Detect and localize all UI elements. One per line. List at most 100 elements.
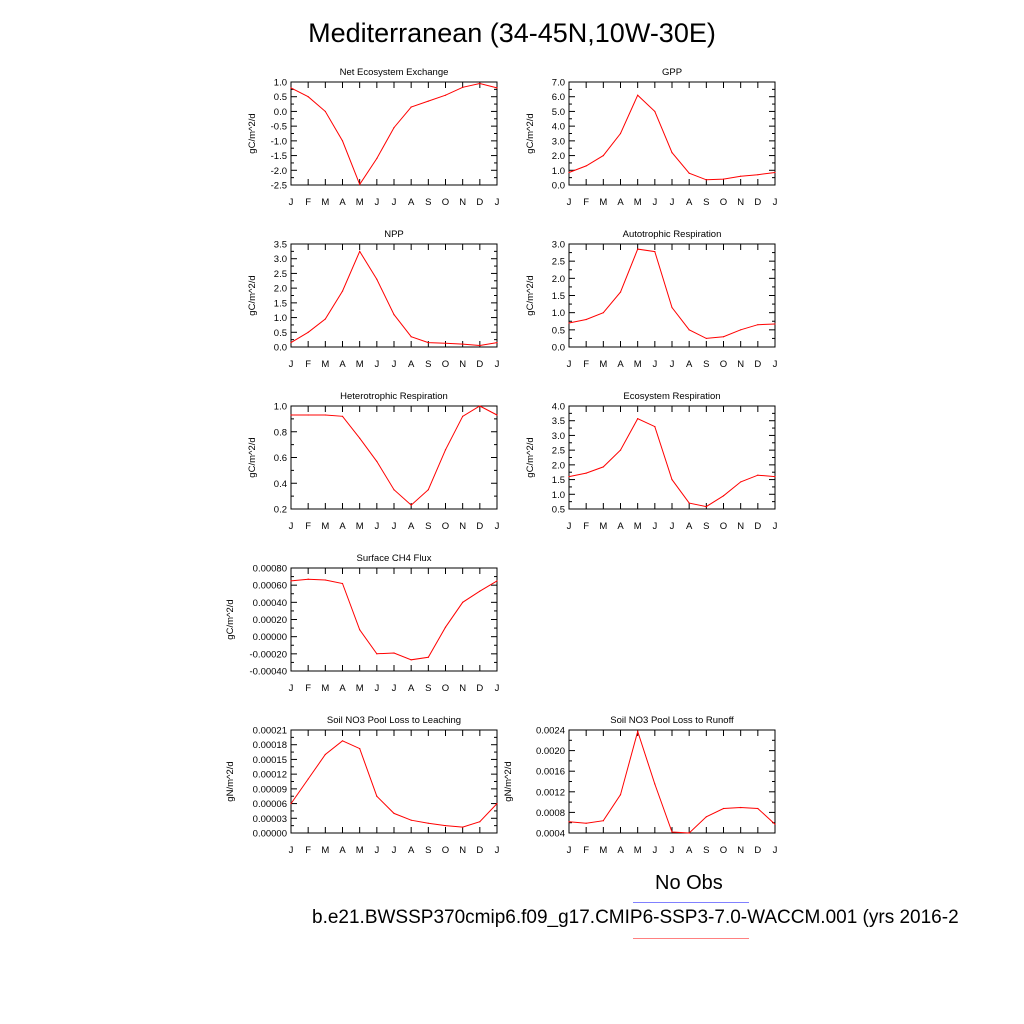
x-tick-label: M bbox=[634, 197, 642, 208]
x-tick-label: A bbox=[408, 845, 415, 856]
y-tick-label: 4.0 bbox=[552, 122, 565, 133]
data-point bbox=[496, 414, 498, 416]
x-tick-label: M bbox=[356, 683, 364, 694]
data-point bbox=[602, 820, 604, 822]
y-tick-label: 3.0 bbox=[274, 254, 287, 265]
data-point bbox=[427, 822, 429, 824]
data-point bbox=[307, 578, 309, 580]
y-tick-label: 2.5 bbox=[552, 446, 565, 457]
data-point bbox=[740, 806, 742, 809]
y-tick-label: 0.0012 bbox=[536, 787, 565, 798]
legend-label-case: b.e21.BWSSP370cmip6.f09_g17.CMIP6-SSP3-7… bbox=[312, 907, 959, 928]
x-tick-label: O bbox=[720, 359, 727, 370]
data-point bbox=[376, 460, 378, 462]
data-point bbox=[341, 582, 344, 585]
x-tick-label: A bbox=[686, 359, 693, 370]
chart-panel: Net Ecosystem Exchange gC/m^2/d 1.0 0.5 0.0 -… bbox=[247, 67, 500, 208]
data-point bbox=[410, 819, 412, 821]
x-tick-label: J bbox=[567, 359, 572, 370]
x-tick-label: J bbox=[289, 683, 294, 694]
x-tick-label: A bbox=[339, 521, 346, 532]
x-tick-label: D bbox=[476, 845, 483, 856]
data-point bbox=[568, 476, 570, 478]
data-point bbox=[705, 337, 707, 340]
data-point bbox=[427, 489, 429, 491]
y-tick-label: 0.0004 bbox=[536, 829, 565, 840]
data-point bbox=[671, 831, 673, 833]
x-tick-label: M bbox=[356, 197, 364, 208]
x-tick-label: O bbox=[720, 197, 727, 208]
chart-panel: Heterotrophic Respiration gC/m^2/d 1.0 0.8 0… bbox=[247, 391, 500, 532]
chart-title: Surface CH4 Flux bbox=[357, 553, 432, 564]
data-point bbox=[341, 740, 344, 742]
y-tick-label: 0.5 bbox=[274, 328, 287, 339]
x-tick-label: S bbox=[425, 845, 431, 856]
data-point bbox=[290, 414, 292, 416]
x-tick-label: A bbox=[686, 845, 693, 856]
chart-title: Net Ecosystem Exchange bbox=[340, 67, 449, 78]
data-point bbox=[376, 278, 378, 280]
data-point bbox=[671, 152, 673, 154]
x-tick-label: M bbox=[356, 521, 364, 532]
data-point bbox=[496, 580, 498, 582]
x-tick-label: A bbox=[617, 197, 624, 208]
x-tick-label: N bbox=[459, 683, 466, 694]
plot-frame bbox=[290, 81, 498, 186]
x-tick-label: F bbox=[305, 845, 311, 856]
data-point bbox=[324, 414, 326, 416]
data-point bbox=[585, 165, 587, 167]
x-tick-label: M bbox=[356, 359, 364, 370]
data-point bbox=[705, 816, 707, 818]
y-tick-label: 0.5 bbox=[552, 505, 565, 516]
x-tick-label: F bbox=[305, 683, 311, 694]
x-tick-label: J bbox=[670, 845, 675, 856]
x-tick-label: J bbox=[567, 521, 572, 532]
data-point bbox=[585, 822, 587, 824]
legend-line-case bbox=[633, 938, 749, 939]
x-tick-label: J bbox=[495, 197, 500, 208]
x-tick-label: S bbox=[703, 359, 709, 370]
data-point bbox=[427, 341, 429, 344]
y-tick-label: 0.00000 bbox=[253, 632, 287, 643]
y-tick-label: 0.00015 bbox=[253, 755, 287, 766]
data-point bbox=[619, 291, 622, 293]
x-tick-label: M bbox=[599, 845, 607, 856]
x-tick-label: J bbox=[289, 359, 294, 370]
data-point bbox=[671, 306, 673, 309]
y-tick-label: 0.00009 bbox=[253, 784, 287, 795]
data-point bbox=[462, 415, 464, 417]
y-tick-label: 2.0 bbox=[552, 460, 565, 471]
data-point bbox=[376, 795, 378, 797]
data-point bbox=[740, 481, 742, 483]
x-tick-label: J bbox=[670, 359, 675, 370]
data-point bbox=[757, 807, 759, 810]
x-tick-label: M bbox=[321, 845, 329, 856]
x-tick-label: M bbox=[321, 359, 329, 370]
x-tick-label: N bbox=[459, 521, 466, 532]
data-point bbox=[359, 629, 361, 631]
x-tick-label: S bbox=[703, 197, 709, 208]
y-tick-label: 2.5 bbox=[552, 257, 565, 268]
y-axis-label: gC/m^2/d bbox=[525, 437, 536, 477]
y-tick-label: 1.0 bbox=[552, 308, 565, 319]
plot-frame bbox=[568, 81, 776, 186]
data-point bbox=[619, 132, 622, 135]
x-tick-label: F bbox=[583, 359, 589, 370]
x-tick-label: J bbox=[392, 683, 397, 694]
data-point bbox=[637, 730, 639, 733]
data-point bbox=[393, 314, 395, 316]
x-tick-label: J bbox=[289, 197, 294, 208]
y-tick-label: -2.5 bbox=[271, 181, 287, 192]
data-point bbox=[462, 86, 464, 88]
data-point bbox=[637, 94, 639, 96]
y-tick-label: 0.00012 bbox=[253, 770, 287, 781]
x-tick-label: J bbox=[495, 683, 500, 694]
chart-title: Ecosystem Respiration bbox=[623, 391, 720, 402]
data-point bbox=[479, 821, 481, 823]
figure-title: Mediterranean (34-45N,10W-30E) bbox=[308, 18, 716, 48]
y-tick-label: 1.0 bbox=[552, 166, 565, 177]
chart-panel: Surface CH4 Flux gC/m^2/d 0.00080 0.00060 0.… bbox=[225, 553, 500, 694]
y-tick-label: 5.0 bbox=[552, 107, 565, 118]
data-point bbox=[359, 748, 361, 750]
